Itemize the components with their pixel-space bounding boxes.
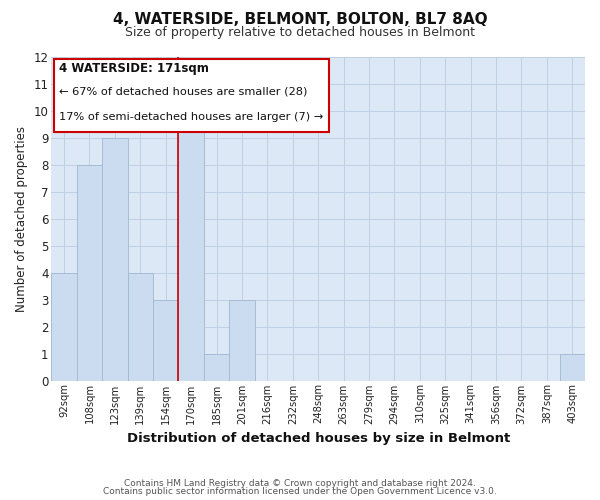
Bar <box>178 112 204 380</box>
Bar <box>153 300 178 380</box>
X-axis label: Distribution of detached houses by size in Belmont: Distribution of detached houses by size … <box>127 432 510 445</box>
Text: Size of property relative to detached houses in Belmont: Size of property relative to detached ho… <box>125 26 475 39</box>
Bar <box>102 138 128 380</box>
Text: ← 67% of detached houses are smaller (28): ← 67% of detached houses are smaller (28… <box>59 86 308 97</box>
Bar <box>229 300 254 380</box>
FancyBboxPatch shape <box>54 59 329 132</box>
Bar <box>52 273 77 380</box>
Text: Contains HM Land Registry data © Crown copyright and database right 2024.: Contains HM Land Registry data © Crown c… <box>124 478 476 488</box>
Bar <box>204 354 229 380</box>
Text: 17% of semi-detached houses are larger (7) →: 17% of semi-detached houses are larger (… <box>59 112 323 122</box>
Bar <box>128 273 153 380</box>
Text: Contains public sector information licensed under the Open Government Licence v3: Contains public sector information licen… <box>103 487 497 496</box>
Text: 4, WATERSIDE, BELMONT, BOLTON, BL7 8AQ: 4, WATERSIDE, BELMONT, BOLTON, BL7 8AQ <box>113 12 487 28</box>
Y-axis label: Number of detached properties: Number of detached properties <box>15 126 28 312</box>
Bar <box>77 165 102 380</box>
Text: 4 WATERSIDE: 171sqm: 4 WATERSIDE: 171sqm <box>59 62 209 76</box>
Bar <box>560 354 585 380</box>
